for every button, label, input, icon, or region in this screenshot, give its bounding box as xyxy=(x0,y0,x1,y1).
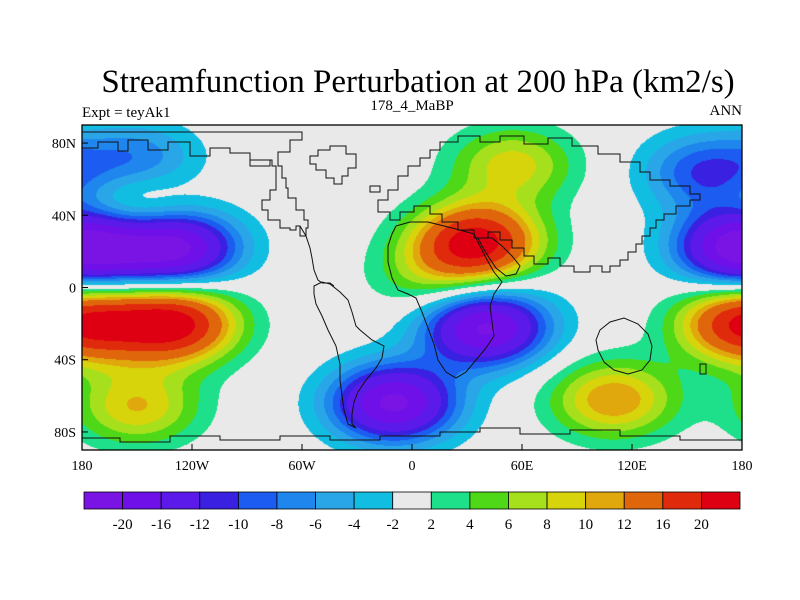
right-string: ANN xyxy=(710,103,743,119)
colorbar-swatch xyxy=(546,491,587,510)
colorbar-swatch xyxy=(122,491,162,510)
colorbar-swatch xyxy=(508,491,548,510)
colorbar-swatch xyxy=(353,491,394,510)
y-tick-label: 40S xyxy=(54,354,76,369)
colorbar-swatch xyxy=(430,491,471,510)
colorbar-label: -2 xyxy=(386,517,399,533)
coastline-arabia xyxy=(477,237,521,277)
coastline-new-zealand xyxy=(699,363,707,375)
colorbar-label: -10 xyxy=(228,517,248,533)
left-string: Expt = teyAk1 xyxy=(82,105,170,121)
colorbar-label: 12 xyxy=(617,517,632,533)
colorbar-swatch xyxy=(160,491,201,510)
colorbar-label: -6 xyxy=(309,517,322,533)
colorbar-label: 16 xyxy=(655,517,671,533)
coastline-south-america xyxy=(313,281,385,429)
coastline-north-america xyxy=(82,131,309,237)
colorbar-swatch xyxy=(83,491,123,510)
colorbar-label: -20 xyxy=(113,517,133,533)
colorbar-swatch xyxy=(662,491,702,510)
colorbar-swatch xyxy=(315,491,355,510)
coastline-iceland xyxy=(369,185,381,193)
coastline-australia xyxy=(595,317,653,375)
colorbar-swatch xyxy=(392,491,432,510)
center-string: 178_4_MaBP xyxy=(370,98,453,114)
colorbar-swatch xyxy=(199,491,239,510)
colorbar-label: 2 xyxy=(428,517,436,533)
colorbar: -20 -16 -12 -10 -8 -6 -4 -2 2 4 6 8 10 12 16 20 xyxy=(83,491,741,533)
coastline-baffin-island xyxy=(249,159,271,167)
colorbar-label: -12 xyxy=(190,517,210,533)
y-axis: 80N 40N 0 40S 80S xyxy=(52,137,88,441)
contour-field xyxy=(82,125,742,450)
y-tick-label: 80N xyxy=(52,137,76,152)
colorbar-swatch xyxy=(237,491,278,510)
x-tick-label: 180 xyxy=(732,459,753,474)
colorbar-label: -16 xyxy=(151,517,171,533)
colorbar-label: 4 xyxy=(466,517,474,533)
y-tick-label: 80S xyxy=(54,426,76,441)
colorbar-label: 10 xyxy=(578,517,593,533)
x-tick-label: 60E xyxy=(511,459,534,474)
colorbar-swatch xyxy=(469,491,509,510)
colorbar-swatch xyxy=(276,491,316,510)
coastline-outlines xyxy=(82,131,742,443)
y-tick-label: 0 xyxy=(69,282,76,297)
chart-title: Streamfunction Perturbation at 200 hPa (… xyxy=(101,64,734,100)
x-tick-label: 120E xyxy=(617,459,647,474)
colorbar-swatch xyxy=(701,491,741,510)
coastline-greenland xyxy=(309,145,357,185)
x-tick-label: 0 xyxy=(409,459,416,474)
colorbar-label: 6 xyxy=(505,517,513,533)
colorbar-label: -4 xyxy=(348,517,361,533)
x-tick-label: 180 xyxy=(72,459,93,474)
colorbar-swatch xyxy=(623,491,664,510)
colorbar-swatch xyxy=(585,491,625,510)
x-tick-label: 120W xyxy=(175,459,210,474)
colorbar-label: -8 xyxy=(271,517,284,533)
colorbar-label: 8 xyxy=(543,517,551,533)
colorbar-label: 20 xyxy=(694,517,709,533)
x-tick-label: 60W xyxy=(288,459,316,474)
coastline-africa xyxy=(387,221,503,379)
y-tick-label: 40N xyxy=(52,209,76,224)
coastline-antarctica xyxy=(82,427,742,443)
x-axis: 180 120W 60W 0 60E 120E 180 xyxy=(72,444,753,474)
